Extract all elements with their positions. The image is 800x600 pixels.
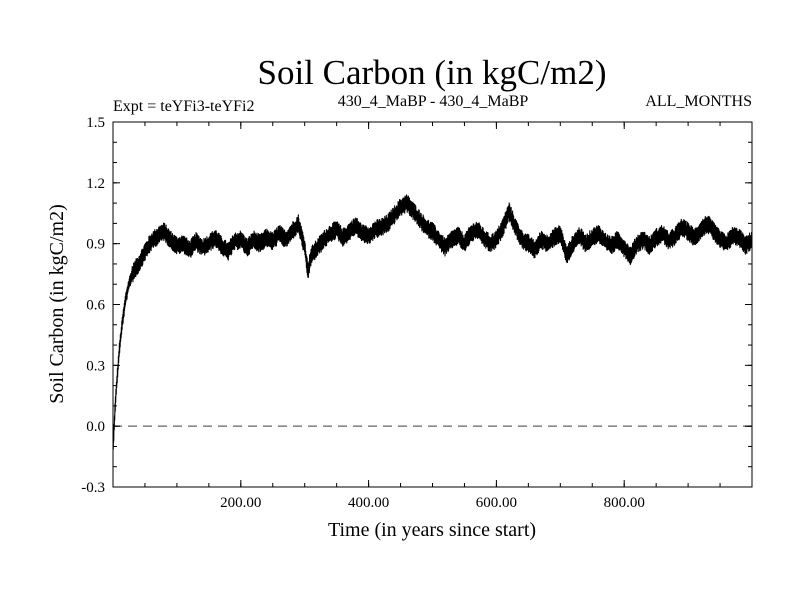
x-tick-label: 400.00: [348, 495, 389, 511]
series-line: [112, 194, 753, 450]
chart-title: Soil Carbon (in kgC/m2): [257, 53, 606, 92]
y-tick-label: 0.6: [86, 298, 105, 314]
subtitle-left: Expt = teYFi3-teYFi2: [113, 98, 254, 115]
subtitle-center: 430_4_MaBP - 430_4_MaBP: [338, 93, 529, 110]
subtitle-right: ALL_MONTHS: [645, 93, 752, 110]
y-tick-label: 0.0: [86, 419, 105, 435]
x-axis-label: Time (in years since start): [328, 519, 536, 541]
x-axis: 200.00 400.00 600.00 800.00: [112, 122, 753, 511]
y-tick-label: 0.9: [86, 237, 105, 253]
x-tick-label: 800.00: [604, 495, 645, 511]
y-axis: -0.3 0.0 0.3 0.6 0.9 1.2 1.5: [81, 115, 752, 496]
y-tick-label: -0.3: [81, 480, 105, 496]
y-tick-label: 1.2: [86, 176, 105, 192]
x-tick-label: 200.00: [220, 495, 261, 511]
y-tick-label: 0.3: [86, 358, 105, 374]
y-axis-label: Soil Carbon (in kgC/m2): [46, 204, 68, 403]
plot-frame: [112, 121, 753, 488]
x-tick-label: 600.00: [476, 495, 517, 511]
y-tick-label: 1.5: [86, 115, 105, 131]
plot-area: [112, 194, 753, 450]
